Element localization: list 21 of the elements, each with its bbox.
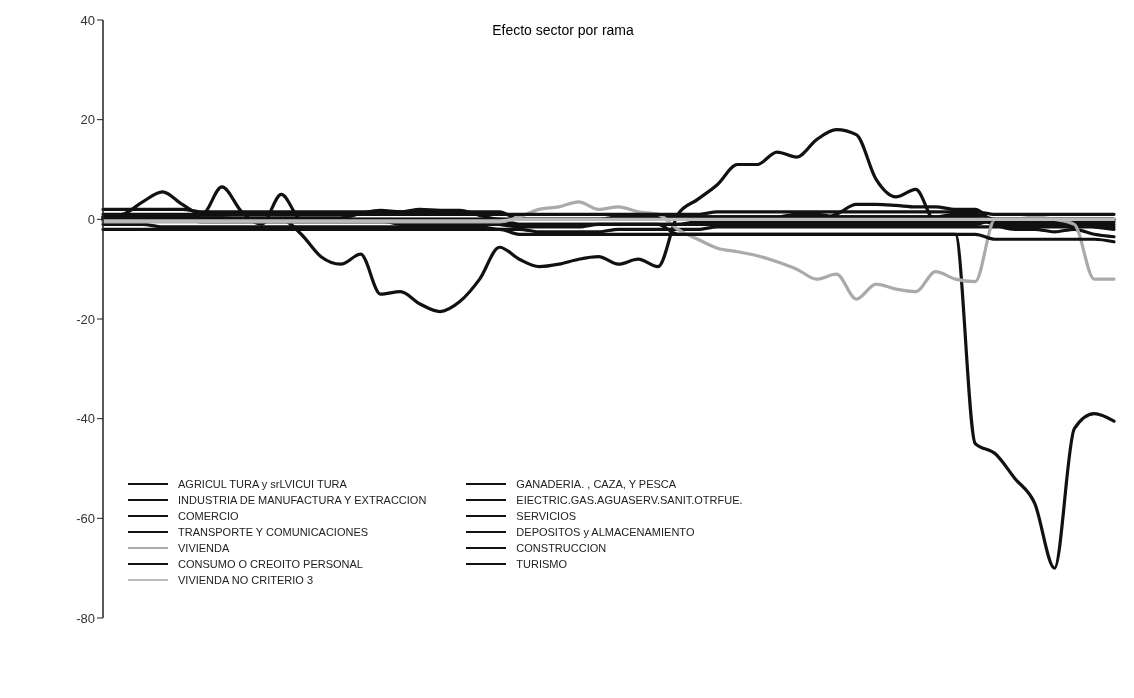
legend-label: INDUSTRIA DE MANUFACTURA Y EXTRACCION <box>178 494 427 506</box>
legend-label: VIVIENDA NO CRITERIO 3 <box>178 574 314 586</box>
legend-label: TURISMO <box>516 558 568 570</box>
legend-label: TRANSPORTE Y COMUNICACIONES <box>178 526 369 538</box>
y-tick-label: 20 <box>80 112 95 128</box>
legend-label: AGRICUL TURA y srLVICUI TURA <box>178 478 347 490</box>
y-tick-label: -60 <box>76 510 95 526</box>
legend-label: CONSTRUCCION <box>516 542 607 554</box>
y-tick-label: -40 <box>76 411 95 427</box>
chart-title: Efecto sector por rama <box>492 22 634 38</box>
y-tick-label: -20 <box>76 311 95 327</box>
legend-label: EIECTRIC.GAS.AGUASERV.SANIT.OTRFUE. <box>516 494 743 506</box>
legend-label: GANADERIA. , CAZA, Y PESCA <box>516 478 677 490</box>
legend-label: CONSUMO O CREOITO PERSONAL <box>178 558 363 570</box>
legend-label: SERVICIOS <box>516 510 577 522</box>
y-tick-label: -80 <box>76 610 95 626</box>
legend-label: COMERCIO <box>178 510 239 522</box>
legend-label: VIVIENDA <box>178 542 230 554</box>
legend-label: DEPOSITOS y ALMACENAMIENTO <box>516 526 695 538</box>
y-tick-label: 0 <box>87 211 95 227</box>
y-tick-label: 40 <box>80 12 95 28</box>
